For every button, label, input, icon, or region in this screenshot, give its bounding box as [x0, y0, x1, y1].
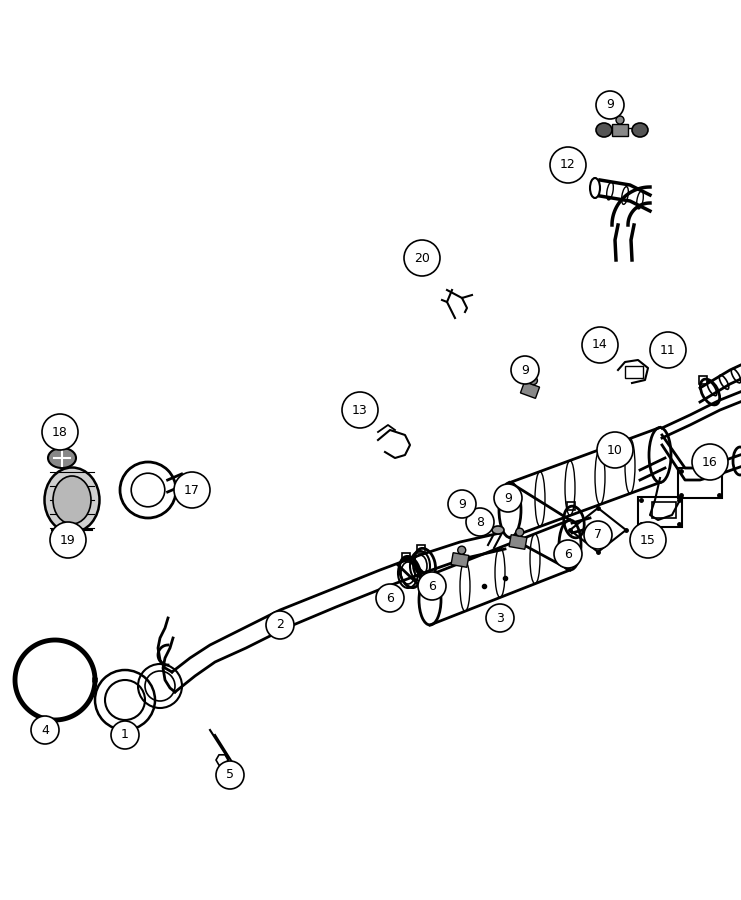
Ellipse shape [616, 116, 624, 124]
Circle shape [582, 327, 618, 363]
Text: 20: 20 [414, 251, 430, 265]
Circle shape [692, 444, 728, 480]
Ellipse shape [48, 448, 76, 468]
Text: 2: 2 [276, 618, 284, 632]
Text: 1: 1 [121, 728, 129, 742]
Text: 6: 6 [564, 547, 572, 561]
Ellipse shape [44, 467, 99, 533]
Text: 13: 13 [352, 403, 368, 417]
Text: 9: 9 [521, 364, 529, 376]
Ellipse shape [632, 123, 648, 137]
Circle shape [266, 611, 294, 639]
Text: 6: 6 [428, 580, 436, 592]
Ellipse shape [492, 526, 504, 534]
Ellipse shape [458, 546, 466, 554]
Circle shape [42, 414, 78, 450]
Text: 4: 4 [41, 724, 49, 736]
Circle shape [597, 432, 633, 468]
Circle shape [174, 472, 210, 508]
Bar [700, 375, 708, 383]
Bar [652, 502, 676, 518]
Ellipse shape [529, 376, 537, 384]
Text: 12: 12 [560, 158, 576, 172]
Circle shape [550, 147, 586, 183]
Circle shape [584, 521, 612, 549]
Text: 9: 9 [458, 498, 466, 510]
Circle shape [50, 522, 86, 558]
Text: 9: 9 [606, 98, 614, 112]
Circle shape [418, 572, 446, 600]
Text: 11: 11 [660, 344, 676, 356]
Text: 15: 15 [640, 534, 656, 546]
Polygon shape [520, 382, 539, 399]
Circle shape [650, 332, 686, 368]
Circle shape [554, 540, 582, 568]
Text: 16: 16 [702, 455, 718, 469]
Circle shape [376, 584, 404, 612]
Text: 17: 17 [184, 483, 200, 497]
Polygon shape [509, 535, 527, 549]
Circle shape [216, 761, 244, 789]
Bar [417, 544, 425, 553]
Ellipse shape [516, 528, 524, 536]
Text: 6: 6 [386, 591, 394, 605]
Bar [625, 366, 643, 378]
Bar [567, 502, 575, 510]
Text: 3: 3 [496, 611, 504, 625]
Text: 14: 14 [592, 338, 608, 352]
Ellipse shape [596, 123, 612, 137]
Circle shape [596, 91, 624, 119]
Circle shape [466, 508, 494, 536]
Circle shape [511, 356, 539, 384]
Ellipse shape [53, 476, 91, 524]
Bar [402, 553, 410, 561]
Text: 10: 10 [607, 444, 623, 456]
Polygon shape [612, 124, 628, 136]
Text: 9: 9 [504, 491, 512, 505]
Circle shape [494, 484, 522, 512]
Circle shape [342, 392, 378, 428]
Text: 5: 5 [226, 769, 234, 781]
Circle shape [111, 721, 139, 749]
Circle shape [31, 716, 59, 744]
Circle shape [486, 604, 514, 632]
Text: 19: 19 [60, 534, 76, 546]
Circle shape [448, 490, 476, 518]
Text: 8: 8 [476, 516, 484, 528]
Polygon shape [451, 553, 469, 567]
Text: 7: 7 [594, 528, 602, 542]
Circle shape [404, 240, 440, 276]
Circle shape [630, 522, 666, 558]
Text: 18: 18 [52, 426, 68, 438]
